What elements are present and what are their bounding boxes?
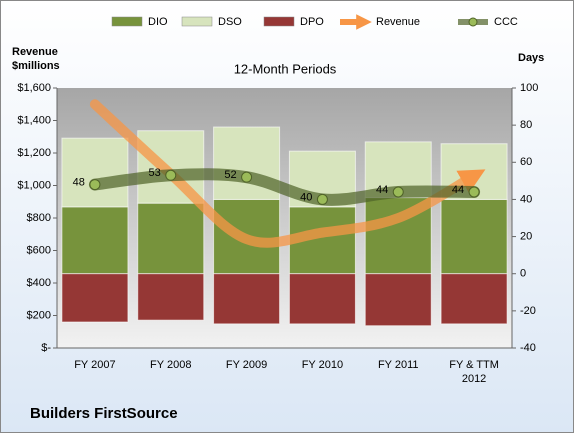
data-label: 44 [452,184,464,196]
y-tick-label: $400 [27,277,51,289]
y2-tick-label: 100 [520,82,538,94]
ccc-point [89,179,101,191]
y2-tick-label: 40 [520,193,532,205]
legend-swatch [181,16,213,27]
bar [440,198,508,275]
bar [61,206,129,275]
chart-title: 12-Month Periods [234,61,337,76]
x-tick-label: FY 2009 [225,359,268,371]
y-tick-label: $800 [27,212,51,224]
y-tick-label: $1,600 [17,82,51,94]
ccc-point [316,193,328,205]
y-tick-label: $- [41,342,51,354]
x-tick-label: FY 2010 [301,359,344,371]
plot-area [57,88,512,348]
ccc-point [468,186,480,198]
bar [213,273,281,325]
y2-tick-label: 80 [520,119,532,131]
y2-tick-label: 60 [520,156,532,168]
bar [61,137,129,208]
data-label: 48 [73,176,85,188]
legend-swatch [263,16,295,27]
x-tick-label: FY & TTM 2012 [449,359,499,385]
x-tick-label: FY 2007 [74,359,116,371]
bar [288,273,356,325]
data-label: 44 [376,184,388,196]
bar [137,202,205,275]
ccc-point [165,169,177,181]
legend-label: DSO [218,16,242,28]
y-tick-label: $1,400 [17,114,51,126]
revenue-line [89,99,486,248]
y2-tick-label: 0 [520,268,526,280]
legend-label: DIO [148,16,168,28]
legend-label: DPO [300,16,324,28]
y2-tick-label: 20 [520,230,532,242]
ccc-point [241,171,253,183]
legend-swatch [468,17,478,27]
bar [364,273,432,327]
y2-tick-label: -40 [520,342,536,354]
bar [440,273,508,325]
y-axis-label: Revenue $millions [12,46,60,72]
y-tick-label: $1,000 [17,179,51,191]
legend-label: Revenue [376,16,420,28]
legend-label: CCC [494,16,518,28]
ccc-line [88,168,481,206]
y-tick-label: $200 [27,309,51,321]
y2-axis-label: Days [518,52,544,64]
x-tick-label: FY 2008 [150,359,192,371]
footer: Builders FirstSource [30,405,178,422]
ccc-point [392,186,404,198]
bar [61,273,129,323]
y2-tick-label: -20 [520,305,536,317]
y-tick-label: $600 [27,244,51,256]
data-label: 53 [149,167,161,179]
x-tick-label: FY 2011 [377,359,419,371]
data-label: 52 [224,169,236,181]
data-label: 40 [300,191,312,203]
y-tick-label: $1,200 [17,147,51,159]
bar [137,273,205,321]
legend-swatch [111,16,143,27]
